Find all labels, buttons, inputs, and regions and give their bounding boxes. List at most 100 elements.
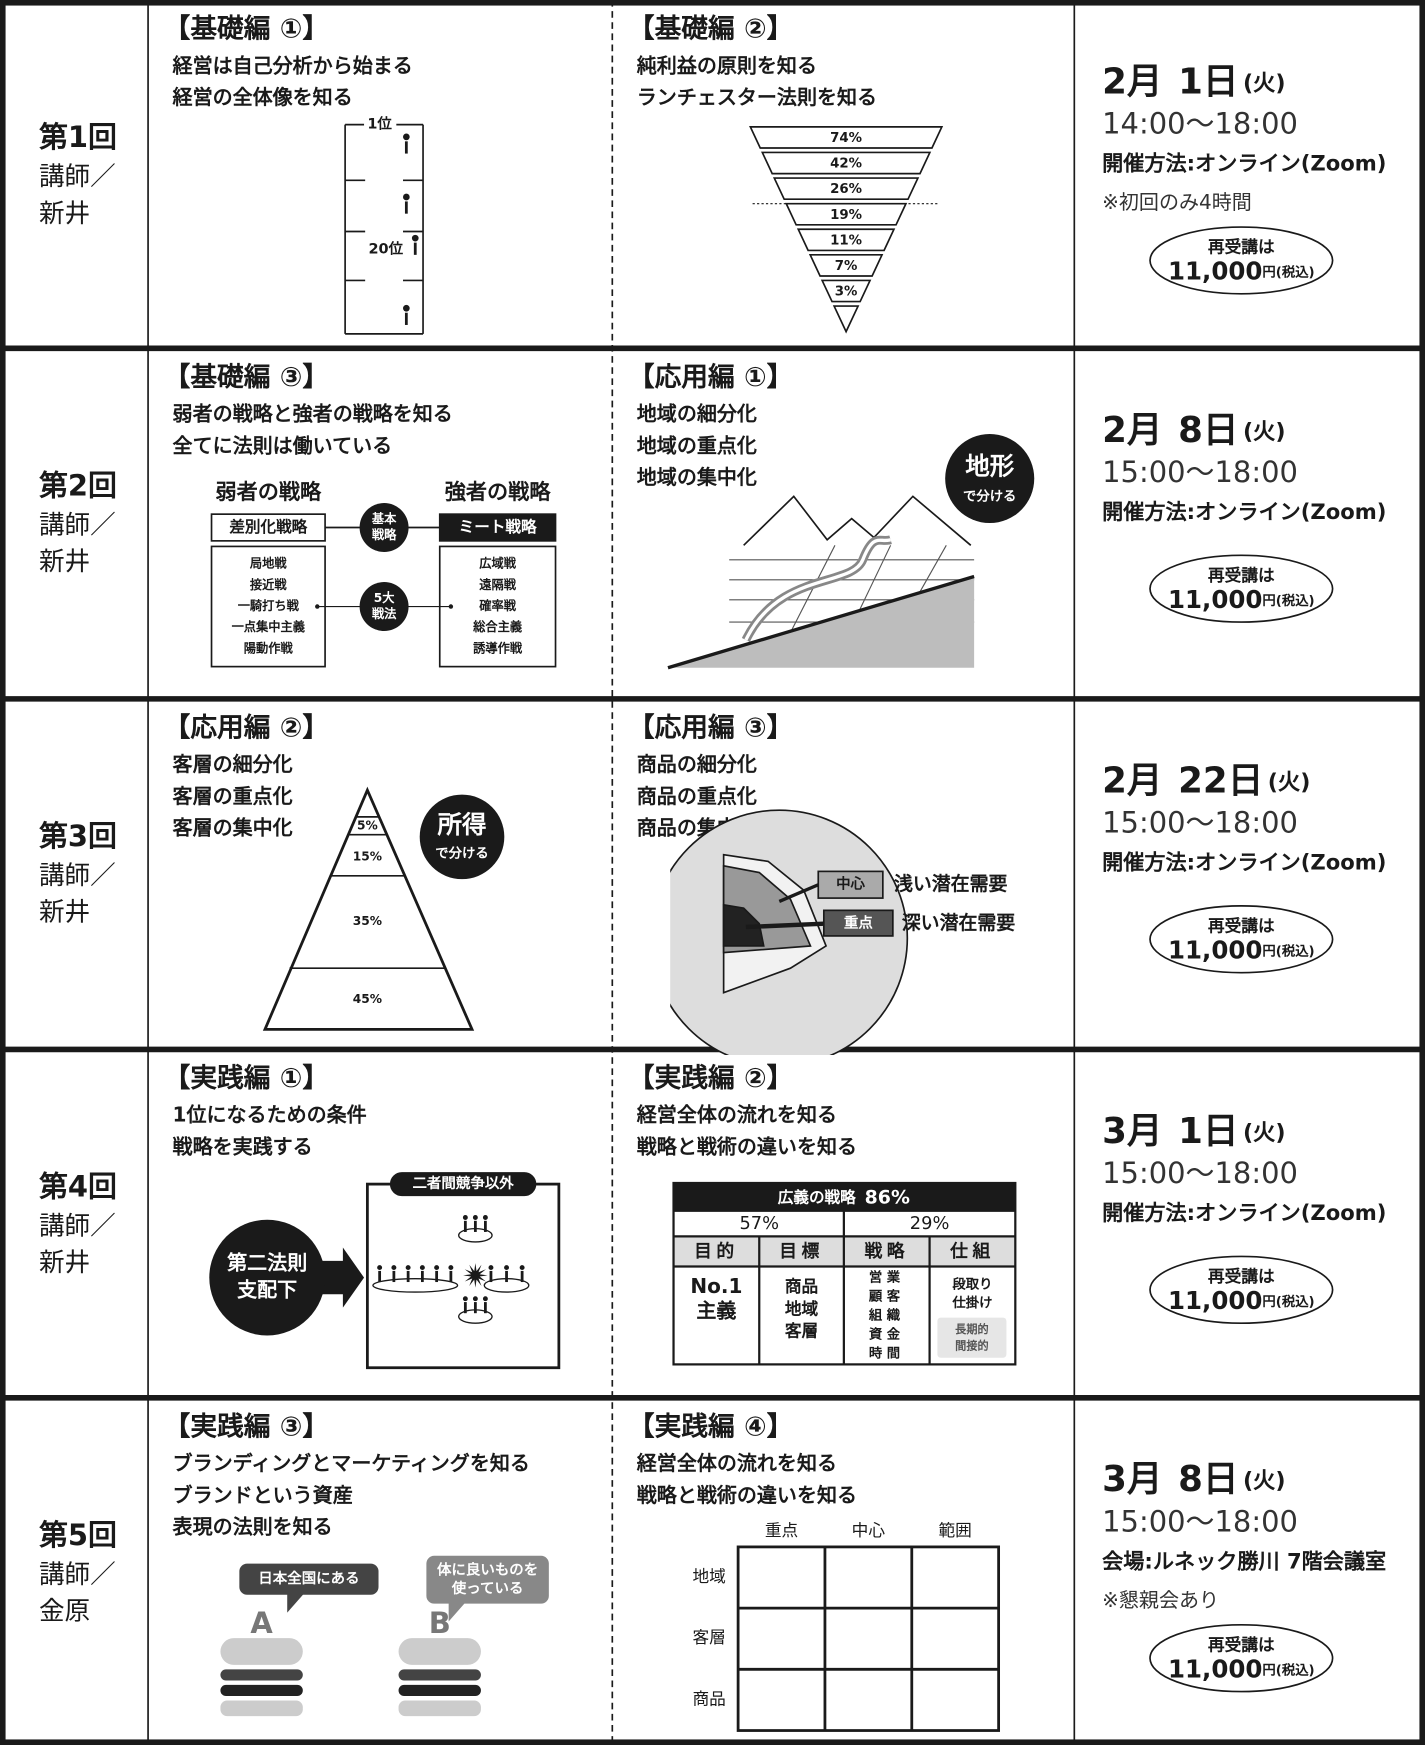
badge-title: 所得 xyxy=(437,810,487,839)
retake-oval xyxy=(1149,226,1334,295)
retake-label: 再受講は xyxy=(1208,1634,1275,1654)
tactic: 一騎打ち戦 xyxy=(238,598,300,613)
connector-dot xyxy=(315,604,320,609)
price-unit: 円(税込) xyxy=(1262,1661,1314,1678)
box-title: 二者間競争以外 xyxy=(412,1174,514,1192)
retake-label: 再受講は xyxy=(1208,565,1275,585)
retake-oval xyxy=(1149,1623,1334,1693)
date-month: 2月 xyxy=(1102,61,1162,102)
retake-price: 11,000円(税込) xyxy=(1168,257,1315,286)
price: 11,000 xyxy=(1168,1654,1262,1683)
box xyxy=(438,513,557,542)
band-label: 45% xyxy=(353,992,382,1006)
venue: 開催方法:オンライン(Zoom) xyxy=(1102,499,1386,524)
badge-label: 戦略 xyxy=(372,527,397,542)
person-icon xyxy=(448,1265,454,1271)
module-line: 客層の細分化 xyxy=(173,752,293,776)
retake-price: 11,000円(税込) xyxy=(1168,585,1315,614)
retake-label: 再受講は xyxy=(1208,1266,1275,1286)
band-label: 42% xyxy=(830,157,862,172)
module-line: 全てに法則は働いている xyxy=(173,433,393,457)
rank-label: 20位 xyxy=(368,239,403,257)
matrix-column: 重点 xyxy=(765,1521,798,1540)
date-month: 2月 xyxy=(1102,760,1162,801)
tag: 中心 xyxy=(836,875,865,893)
heading-share: 86% xyxy=(865,1186,910,1208)
cell-text: No.1 xyxy=(690,1274,742,1298)
price: 11,000 xyxy=(1168,936,1262,965)
band-label: 11% xyxy=(830,233,862,248)
burger-patty xyxy=(398,1684,481,1697)
badge-title: 地形 xyxy=(965,451,1014,480)
law-circle xyxy=(209,1219,326,1336)
pyramid-band xyxy=(796,228,896,252)
module-line: 弱者の戦略と強者の戦略を知る xyxy=(173,402,453,426)
cell-text: 時間 xyxy=(869,1344,905,1361)
note-text: 間接的 xyxy=(955,1339,988,1353)
date-day: 1日 xyxy=(1178,1111,1238,1152)
session-number: 第3回 xyxy=(39,819,117,853)
note: ※初回のみ4時間 xyxy=(1102,190,1252,214)
module-title: 【実践編 ③】 xyxy=(164,1411,329,1442)
instructor: 金原 xyxy=(39,1597,90,1627)
badge-label: 戦法 xyxy=(372,606,397,621)
speech-bubble xyxy=(426,1555,549,1604)
price-unit: 円(税込) xyxy=(1262,592,1314,609)
bubble-tail xyxy=(448,1602,466,1622)
badge xyxy=(359,503,409,552)
box xyxy=(365,1182,561,1370)
module-line: 1位になるための条件 xyxy=(173,1103,367,1127)
note-text: 長期的 xyxy=(955,1322,988,1336)
matrix-frame xyxy=(736,1545,1001,1732)
person-icon xyxy=(462,1215,468,1220)
leader-line xyxy=(778,883,819,903)
retake-price: 11,000円(税込) xyxy=(1168,1654,1315,1683)
module-title: 【基礎編 ①】 xyxy=(164,14,329,45)
module-line: 表現の法則を知る xyxy=(172,1514,333,1538)
module-title: 【実践編 ①】 xyxy=(164,1063,329,1094)
clash-star xyxy=(463,1263,488,1288)
cell-text: 顧客 xyxy=(869,1288,905,1305)
module-line: 地域の細分化 xyxy=(637,402,757,426)
column-header: 目的 xyxy=(694,1240,739,1262)
person-icon xyxy=(482,1215,488,1220)
badge-sub: で分ける xyxy=(435,846,488,862)
box xyxy=(822,909,894,937)
person-icon xyxy=(488,1265,494,1271)
person-icon xyxy=(403,193,410,201)
date-weekday: (火) xyxy=(1243,418,1286,444)
road xyxy=(744,538,892,641)
burger-bun xyxy=(398,1638,481,1665)
time: 15:00〜18:00 xyxy=(1102,806,1298,840)
module-line: 戦略と戦術の違いを知る xyxy=(637,1483,857,1507)
date-month: 2月 xyxy=(1102,410,1162,451)
badge xyxy=(359,582,409,632)
matrix-column: 範囲 xyxy=(939,1521,972,1540)
module-title: 【基礎編 ③】 xyxy=(164,362,329,393)
matrix-column: 中心 xyxy=(852,1521,886,1540)
band-label: 7% xyxy=(835,259,858,274)
module-line: 経営は自己分析から始まる xyxy=(172,53,413,77)
person-icon xyxy=(472,1296,478,1302)
retake-label: 再受講は xyxy=(1208,916,1275,936)
burger-patty xyxy=(220,1684,303,1697)
column-header: 目標 xyxy=(779,1240,824,1262)
person-icon xyxy=(377,1265,383,1271)
instructor: 新井 xyxy=(39,547,90,577)
time: 15:00〜18:00 xyxy=(1102,1156,1298,1190)
module-line: 商品の細分化 xyxy=(637,752,757,776)
badge xyxy=(419,794,505,880)
arrow xyxy=(315,1247,365,1308)
heading-text: 広義の戦略 xyxy=(778,1187,856,1206)
tactic: 接近戦 xyxy=(250,577,287,592)
bubble-text: 日本全国にある xyxy=(258,1569,359,1587)
price: 11,000 xyxy=(1168,585,1262,614)
badge-label: 5大 xyxy=(374,590,396,605)
date-weekday: (火) xyxy=(1243,70,1286,96)
burger-bun xyxy=(220,1700,303,1717)
note: ※懇親会あり xyxy=(1102,1588,1219,1612)
tactic: 遠隔戦 xyxy=(479,577,516,592)
note-box xyxy=(937,1317,1007,1358)
